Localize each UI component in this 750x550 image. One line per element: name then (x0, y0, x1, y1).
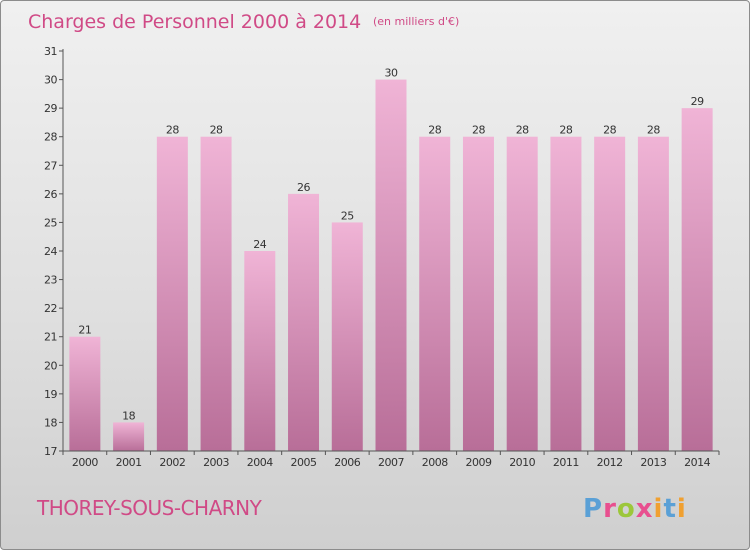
bar (506, 136, 538, 451)
bar-value-label: 18 (122, 409, 135, 422)
proxiti-logo: Proxiti (583, 494, 687, 524)
bar (550, 136, 582, 451)
bar-value-label: 25 (341, 209, 354, 222)
y-tick-label: 25 (44, 216, 57, 229)
bar (288, 193, 320, 451)
bar (331, 222, 363, 451)
bar-value-label: 26 (297, 181, 310, 194)
x-axis: 2000 2001 2002 2003 2004 2005 2006 2007 2008 2009… (62, 450, 720, 469)
y-tick-label: 17 (44, 445, 57, 458)
bar-value-label: 28 (603, 124, 616, 137)
x-tick-label: 2011 (553, 456, 579, 469)
x-tick-label: 2009 (465, 456, 491, 469)
x-tick-label: 2004 (247, 456, 273, 469)
x-tick-label: 2006 (334, 456, 360, 469)
chart-title: Charges de Personnel 2000 à 2014 (28, 11, 361, 33)
y-tick-label: 19 (44, 388, 57, 401)
y-tick-label: 22 (44, 302, 57, 315)
x-tick-label: 2001 (116, 456, 142, 469)
x-tick-label: 2000 (72, 456, 98, 469)
x-tick-label: 2010 (509, 456, 535, 469)
bar-value-label: 24 (253, 238, 266, 251)
bar (462, 136, 494, 451)
x-tick-label: 2012 (597, 456, 623, 469)
y-tick-label: 28 (44, 131, 57, 144)
bar-value-label: 28 (210, 124, 223, 137)
y-tick-label: 26 (44, 188, 57, 201)
y-tick-label: 20 (44, 359, 57, 372)
x-tick-label: 2003 (203, 456, 229, 469)
bar (681, 108, 713, 452)
y-tick-label: 24 (44, 245, 57, 258)
bar-series: 21 18 28 28 24 26 25 30 28 28 28 28 28 28 29 (69, 67, 713, 452)
bar (375, 79, 407, 452)
bar (637, 136, 669, 451)
x-tick-label: 2002 (159, 456, 185, 469)
x-tick-label: 2013 (640, 456, 666, 469)
x-tick-label: 2007 (378, 456, 404, 469)
bar-value-label: 28 (166, 124, 179, 137)
chart-unit-note: (en milliers d'€) (373, 15, 459, 28)
x-tick-label: 2005 (291, 456, 317, 469)
y-tick-label: 21 (44, 331, 57, 344)
bar (69, 336, 101, 451)
bar-value-label: 28 (559, 124, 572, 137)
y-tick-label: 23 (44, 274, 57, 287)
y-axis: 17 18 19 20 21 22 23 24 25 26 27 28 29 30 31 (44, 45, 64, 458)
bar-value-label: 29 (691, 95, 704, 108)
bar-value-label: 30 (385, 67, 398, 80)
y-tick-label: 30 (44, 74, 57, 87)
bar-value-label: 21 (78, 324, 91, 337)
bar-value-label: 28 (516, 124, 529, 137)
y-tick-label: 27 (44, 159, 57, 172)
x-tick-label: 2008 (422, 456, 448, 469)
bar (244, 251, 276, 451)
bar-value-label: 28 (472, 124, 485, 137)
bar-value-label: 28 (428, 124, 441, 137)
y-tick-label: 18 (44, 416, 57, 429)
bar-value-label: 28 (647, 124, 660, 137)
y-tick-label: 29 (44, 102, 57, 115)
commune-name: THOREY-SOUS-CHARNY (36, 496, 263, 520)
y-tick-label: 31 (44, 45, 57, 58)
bar (419, 136, 451, 451)
x-tick-label: 2014 (684, 456, 710, 469)
bar (156, 136, 188, 451)
bar (200, 136, 232, 451)
bar (594, 136, 626, 451)
bar (113, 422, 145, 451)
